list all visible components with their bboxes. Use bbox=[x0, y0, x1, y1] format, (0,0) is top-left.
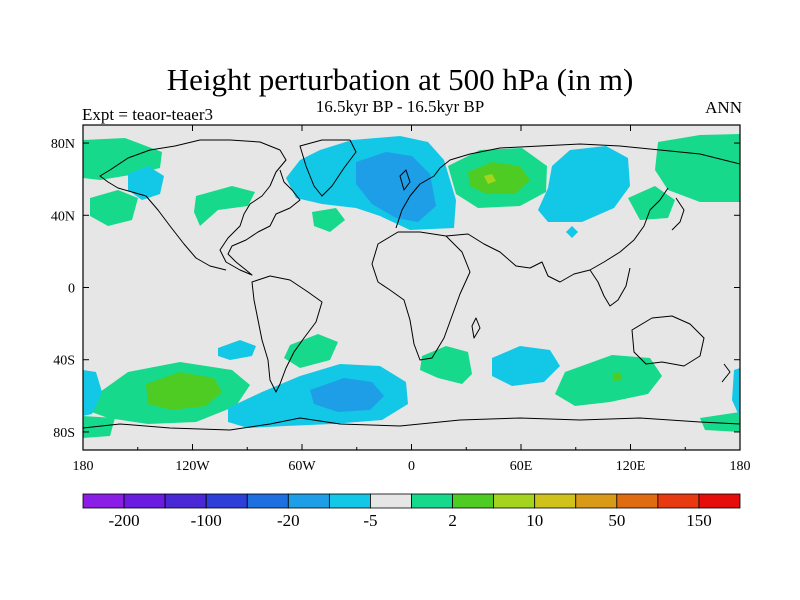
colorbar-label: -5 bbox=[363, 511, 377, 530]
anomaly-pacific-edge-negative bbox=[83, 370, 102, 416]
map-panel bbox=[83, 125, 740, 450]
anomaly-south-west-pacific-positive bbox=[700, 412, 740, 432]
anomaly-atlantic-positive bbox=[312, 208, 345, 232]
coast-madagascar bbox=[471, 317, 481, 339]
colorbar-swatch bbox=[452, 493, 495, 509]
coast-indochina bbox=[589, 267, 631, 307]
colorbar-swatch bbox=[205, 493, 248, 509]
colorbar-label: 150 bbox=[686, 511, 712, 530]
colorbar-label: -20 bbox=[277, 511, 300, 530]
colorbar-swatch bbox=[287, 493, 330, 509]
colorbar-swatch bbox=[616, 493, 659, 509]
colorbar-swatch bbox=[657, 493, 700, 509]
coast-uk bbox=[399, 169, 411, 191]
colorbar-label: 2 bbox=[448, 511, 457, 530]
colorbar-label: 10 bbox=[526, 511, 543, 530]
anomaly-pacific-edge-negative-east bbox=[732, 368, 740, 418]
anomaly-indian-ocean-core bbox=[612, 372, 622, 381]
y-tick-label: 40S bbox=[53, 354, 75, 369]
plot-subtitle: 16.5kyr BP - 16.5kyr BP bbox=[315, 97, 485, 116]
y-tick-label: 0 bbox=[68, 282, 75, 297]
colorbar: -200 -100 -20 -5 2 10 50 150 bbox=[82, 493, 741, 530]
anomaly-russia-core bbox=[468, 162, 530, 194]
x-tick-label: 120W bbox=[175, 459, 210, 474]
colorbar-label: -200 bbox=[108, 511, 139, 530]
x-tick-label: 120E bbox=[616, 459, 646, 474]
x-tick-label: 180 bbox=[730, 459, 751, 474]
coast-greenland bbox=[299, 139, 357, 197]
coast-antarctica bbox=[83, 417, 740, 431]
anomaly-indian-negative bbox=[492, 346, 560, 386]
anomaly-siberia-spot bbox=[566, 226, 578, 238]
anomaly-fills bbox=[83, 134, 740, 438]
x-tick-label: 60E bbox=[510, 459, 533, 474]
colorbar-swatch bbox=[164, 493, 207, 509]
colorbar-swatch bbox=[328, 493, 371, 509]
anomaly-siberia-negative bbox=[538, 146, 630, 222]
anomaly-south-pacific-negative-small bbox=[218, 340, 256, 360]
coast-africa bbox=[371, 231, 471, 361]
colorbar-swatch bbox=[411, 493, 453, 509]
season-label: ANN bbox=[705, 98, 742, 117]
anomaly-west-pacific-positive bbox=[655, 134, 740, 202]
anomaly-south-america-positive bbox=[284, 334, 338, 368]
x-tick-label: 0 bbox=[408, 459, 415, 474]
anomaly-north-atlantic-core bbox=[356, 152, 436, 222]
anomaly-gulf-alaska-positive bbox=[90, 190, 138, 226]
coast-south-america bbox=[251, 275, 323, 393]
y-axis: 80N 40N 0 40S 80S bbox=[51, 137, 740, 441]
x-tick-label: 180 bbox=[73, 459, 94, 474]
colorbar-label: 50 bbox=[608, 511, 625, 530]
anomaly-north-pacific-negative bbox=[128, 166, 164, 200]
colorbar-swatch bbox=[82, 493, 125, 509]
anomaly-russia-peak bbox=[484, 174, 496, 184]
y-tick-label: 80N bbox=[51, 137, 75, 152]
coast-japan bbox=[671, 197, 685, 231]
colorbar-label: -100 bbox=[191, 511, 222, 530]
coast-asia-south bbox=[445, 187, 669, 283]
coast-north-america bbox=[109, 139, 301, 276]
colorbar-swatch bbox=[246, 493, 289, 509]
colorbar-swatch bbox=[493, 493, 536, 509]
anomaly-north-america-positive bbox=[194, 186, 255, 226]
anomaly-antarctic-coast-positive bbox=[83, 416, 115, 438]
anomaly-indian-ocean-positive bbox=[555, 355, 662, 406]
coast-eurasia bbox=[395, 143, 740, 229]
colorbar-swatch bbox=[370, 493, 412, 509]
x-axis: 180 120W 60W 0 60E 120E 180 bbox=[73, 125, 751, 474]
anomaly-south-atlantic-core bbox=[310, 378, 384, 412]
colorbar-swatch bbox=[534, 493, 577, 509]
y-tick-label: 40N bbox=[51, 209, 75, 224]
coastlines bbox=[83, 139, 740, 431]
colorbar-swatch bbox=[698, 493, 741, 509]
anomaly-south-pacific-core bbox=[146, 372, 222, 410]
colorbar-swatch bbox=[123, 493, 166, 509]
coast-new-zealand bbox=[721, 363, 731, 383]
coast-australia bbox=[631, 315, 705, 367]
plot-title: Height perturbation at 500 hPa (in m) bbox=[166, 62, 634, 97]
coast-alaska-west bbox=[99, 169, 227, 271]
experiment-label: Expt = teaor-teaer3 bbox=[82, 105, 214, 124]
x-tick-label: 60W bbox=[288, 459, 316, 474]
y-tick-label: 80S bbox=[53, 426, 75, 441]
colorbar-swatch bbox=[575, 493, 618, 509]
